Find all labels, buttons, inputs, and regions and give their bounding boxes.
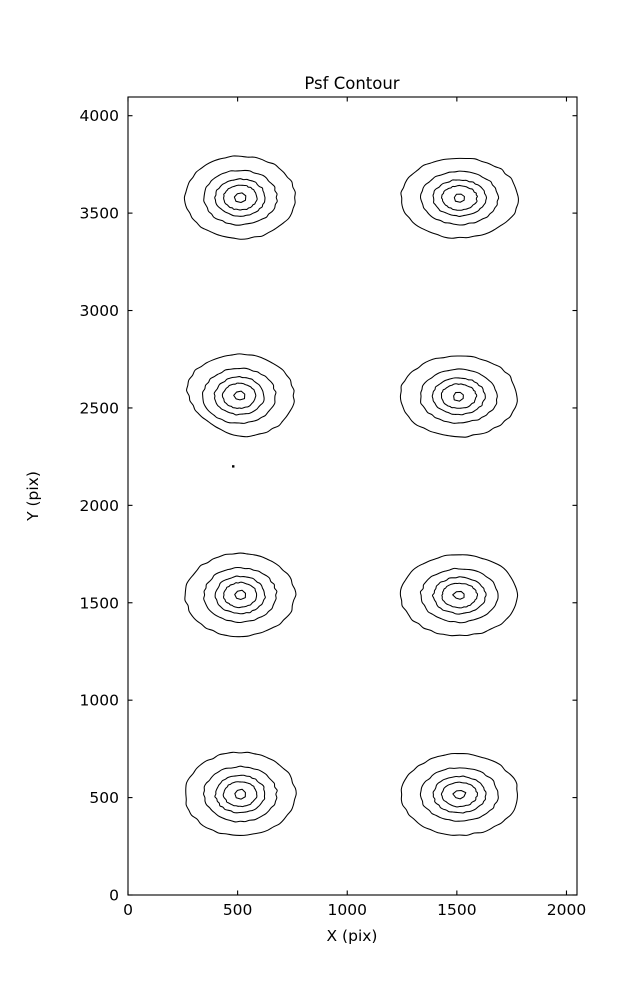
y-tick-label: 0 [109,887,119,905]
y-tick-layer: 0 500 1000 1500 2000 2500 3000 3500 4000 [80,107,577,905]
contour-level [234,788,246,800]
contour-level [203,765,278,823]
contour-level [223,184,258,211]
contour-level [399,355,518,438]
contour-level [419,767,499,822]
contour-level [184,552,297,638]
contour-level [214,575,266,615]
y-tick-label: 1500 [80,594,119,612]
psf-source [399,355,518,438]
psf-source [184,552,297,638]
plot-title: Psf Contour [304,74,399,93]
x-tick-label: 500 [223,901,253,919]
contour-level [399,554,519,637]
contour-level [419,170,500,226]
y-tick-label: 2500 [80,399,119,417]
stray-point-marker [232,465,235,468]
axes-frame [127,96,578,896]
contour-level [452,789,467,800]
contour-level [453,391,464,402]
contour-level [183,155,296,240]
contour-level [420,368,498,424]
x-tick-label: 0 [123,901,133,919]
psf-source [400,157,519,239]
y-axis-label: Y (pix) [24,471,42,522]
contour-level [441,582,479,609]
psf-source [399,554,519,637]
contour-level [431,377,486,416]
y-tick-label: 1000 [80,692,119,710]
y-tick-label: 4000 [80,107,119,125]
contour-level [203,169,278,226]
contour-level [432,775,487,814]
contour-level [222,781,258,808]
contour-level [233,192,247,204]
contour-level [203,566,278,624]
contour-level [221,382,257,409]
contour-level [223,581,258,609]
contour-level [185,751,297,836]
contour-level [431,576,487,615]
y-tick-label: 3500 [80,205,119,223]
contour-level [202,367,277,424]
artifact-layer [232,465,235,468]
y-tick-label: 2000 [80,497,119,515]
x-tick-label: 1500 [437,901,476,919]
x-tick-layer: 0 500 1000 1500 2000 [123,97,586,919]
contour-level [453,193,465,203]
contour-level [441,184,478,211]
contour-level [213,376,265,416]
contour-level [400,157,519,239]
x-axis-label: X (pix) [327,927,378,945]
contour-level [214,178,266,217]
y-tick-label: 3000 [80,302,119,320]
contour-level [234,589,247,600]
psf-source [183,155,296,240]
contour-layer [183,155,519,836]
psf-source [400,752,518,836]
contour-level [233,390,246,401]
contour-level [186,353,295,438]
contour-level [440,383,478,409]
psf-source [185,751,297,836]
contour-level [440,781,479,808]
contour-level [419,567,499,624]
contour-level [214,774,266,814]
psf-source [186,353,295,438]
contour-level [452,590,465,600]
contour-level [400,752,518,836]
x-tick-label: 2000 [547,901,586,919]
contour-level [432,179,488,217]
x-tick-label: 1000 [328,901,367,919]
y-tick-label: 500 [89,789,119,807]
